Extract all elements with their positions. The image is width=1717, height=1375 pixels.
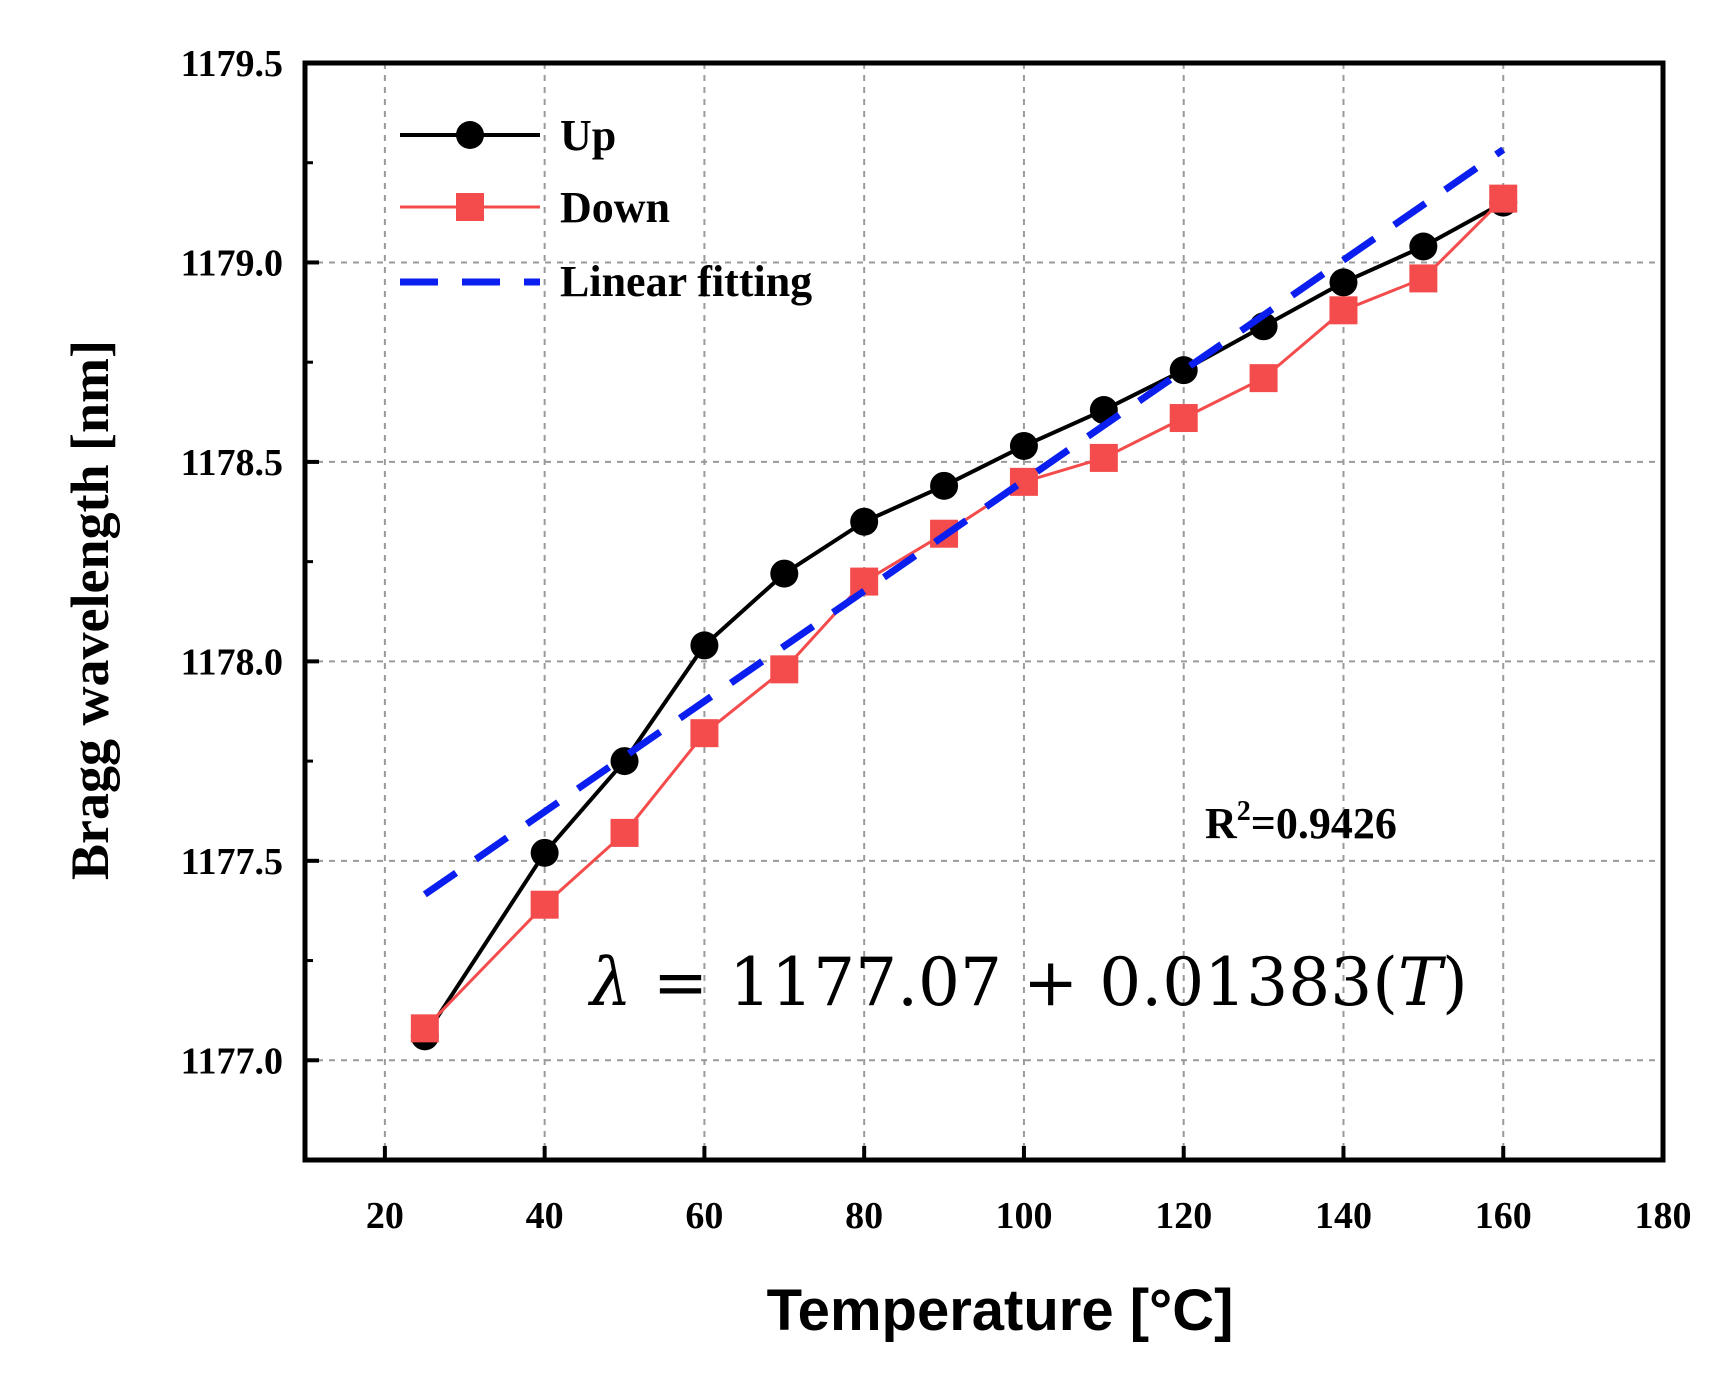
legend-up-marker <box>456 121 484 149</box>
y-tick-label: 1179.0 <box>181 242 283 284</box>
series-layer <box>410 146 1518 1051</box>
series-down-point <box>1409 264 1438 293</box>
series-down-point <box>770 655 799 684</box>
plot-frame <box>302 60 1666 1163</box>
series-up-point <box>1329 268 1358 297</box>
y-tick-label: 1177.5 <box>181 841 283 883</box>
r-squared-superscript: 2 <box>1237 796 1251 827</box>
legend-down-label: Down <box>560 183 670 232</box>
grid-lines <box>305 63 1663 1160</box>
series-down-point <box>410 1014 439 1043</box>
x-tick-label: 60 <box>685 1195 723 1237</box>
x-tick-label: 140 <box>1315 1195 1372 1237</box>
series-linear-fit-line <box>422 146 1506 898</box>
series-up-point <box>930 471 959 500</box>
series-down-point <box>1249 364 1278 393</box>
x-tick-label: 160 <box>1475 1195 1532 1237</box>
series-up-point <box>1409 232 1438 261</box>
y-axis-title: Bragg wavelength [nm] <box>60 340 120 880</box>
x-axis-title: Temperature [°C] <box>767 1278 1234 1343</box>
series-down-point <box>1329 296 1358 325</box>
legend-down-marker <box>456 193 484 221</box>
series-up-point <box>1009 431 1038 460</box>
series-up-line <box>423 200 1505 1038</box>
series-up-point <box>530 838 559 867</box>
x-tick-label: 80 <box>845 1195 883 1237</box>
x-tick-label: 100 <box>995 1195 1052 1237</box>
legend: Up Down Linear fitting <box>400 111 812 306</box>
series-up-point <box>850 507 879 536</box>
series-up-point <box>770 559 799 588</box>
legend-fit-label: Linear fitting <box>560 257 812 306</box>
series-down-point <box>690 719 719 748</box>
tick-labels: 20 40 60 80 100 120 140 160 180 1177.0 1177.5 1178.… <box>181 43 1692 1237</box>
series-down-point <box>1489 184 1518 213</box>
legend-up-label: Up <box>560 111 616 160</box>
r-squared-annotation: R2=0.9426 <box>1205 796 1397 848</box>
series-up-point <box>690 631 719 660</box>
y-tick-label: 1179.5 <box>181 43 283 85</box>
y-tick-label: 1177.0 <box>181 1040 283 1082</box>
x-tick-label: 40 <box>526 1195 564 1237</box>
series-down-point <box>610 818 639 847</box>
y-tick-label: 1178.0 <box>181 641 283 683</box>
x-tick-label: 180 <box>1635 1195 1692 1237</box>
series-down-point <box>1089 443 1118 472</box>
x-tick-label: 20 <box>366 1195 404 1237</box>
fit-equation: λ = 1177.07 + 0.01383(T) <box>587 944 1468 1021</box>
series-down-point <box>530 890 559 919</box>
x-tick-label: 120 <box>1155 1195 1212 1237</box>
y-tick-label: 1178.5 <box>181 442 283 484</box>
series-down-point <box>1169 404 1198 433</box>
